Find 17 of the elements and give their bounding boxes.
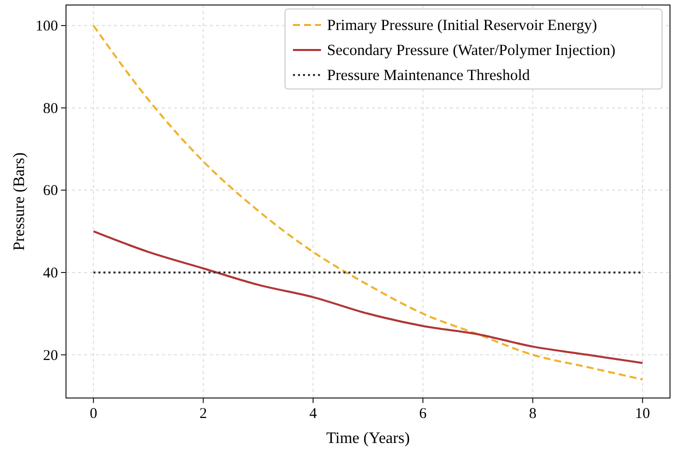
x-tick-label: 4 <box>309 406 318 422</box>
x-tick-label: 10 <box>635 406 650 422</box>
y-tick-label: 80 <box>43 100 58 117</box>
legend-label: Primary Pressure (Initial Reservoir Energy) <box>327 17 598 34</box>
legend-label: Secondary Pressure (Water/Polymer Injection) <box>327 42 616 59</box>
y-tick-label: 40 <box>43 265 58 282</box>
y-axis-title: Pressure (Bars) <box>11 152 28 251</box>
x-tick-label: 0 <box>90 406 98 422</box>
line-series <box>92 230 644 364</box>
y-tick-label: 60 <box>43 183 58 200</box>
x-tick-label: 2 <box>200 406 208 422</box>
y-tick-label: 20 <box>43 348 58 364</box>
x-tick-label: 8 <box>528 406 536 422</box>
y-tick-label: 100 <box>36 18 58 35</box>
legend-label: Pressure Maintenance Threshold <box>327 67 530 84</box>
x-tick-label: 6 <box>419 406 428 422</box>
x-axis-title: Time (Years) <box>326 430 410 447</box>
